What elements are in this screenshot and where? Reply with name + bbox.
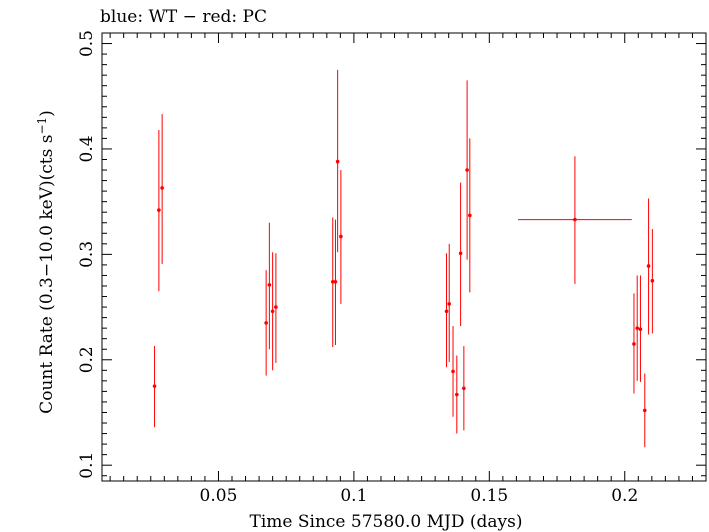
data-marker <box>152 384 157 388</box>
data-marker <box>468 213 472 218</box>
data-marker <box>157 208 161 212</box>
data-marker <box>632 342 636 346</box>
data-marker <box>274 305 278 309</box>
data-point <box>152 346 157 428</box>
data-marker <box>444 309 449 314</box>
y-tick-label: 0.5 <box>77 30 97 57</box>
y-tick-label: 0.3 <box>77 241 97 268</box>
data-point <box>462 346 466 431</box>
y-axis-label-close: ) <box>37 110 57 117</box>
data-marker <box>330 279 335 284</box>
data-marker <box>465 168 469 172</box>
data-marker <box>160 186 164 190</box>
data-marker <box>267 283 272 287</box>
y-tick-label: 0.4 <box>77 135 97 162</box>
data-marker <box>335 159 340 164</box>
data-point <box>157 129 161 292</box>
y-tick-label: 0.2 <box>77 346 97 373</box>
data-point <box>518 156 632 284</box>
data-marker <box>264 321 268 325</box>
data-point <box>650 229 655 334</box>
data-point <box>451 326 455 417</box>
plot-frame <box>101 32 707 482</box>
data-point <box>330 217 335 348</box>
data-marker <box>458 251 463 256</box>
data-point <box>632 293 636 394</box>
data-point <box>468 138 472 293</box>
axis-ticks: 0.05 0.1 0.15 0.2 0.1 0.2 0.3 0.4 0.5 <box>77 30 706 506</box>
data-point <box>638 275 643 382</box>
data-marker <box>642 408 647 413</box>
y-axis-label-main: Count Rate (0.3−10.0 keV)(cts s <box>37 135 57 414</box>
data-marker <box>447 302 452 306</box>
x-tick-label: 0.2 <box>611 486 638 506</box>
data-marker <box>339 234 343 239</box>
data-marker <box>462 386 466 391</box>
data-point <box>447 243 452 362</box>
data-marker <box>333 279 338 284</box>
data-marker <box>635 326 640 330</box>
data-point <box>455 355 459 434</box>
data-point <box>264 270 268 376</box>
data-point <box>270 252 275 371</box>
data-point <box>444 253 449 368</box>
data-point <box>274 253 278 363</box>
data-marker <box>270 309 275 314</box>
data-point <box>339 170 343 304</box>
data-points <box>152 69 655 448</box>
data-point <box>333 219 338 346</box>
data-point <box>160 114 164 264</box>
data-marker <box>650 278 655 283</box>
data-point <box>642 373 647 448</box>
x-axis-label: Time Since 57580.0 MJD (days) <box>250 512 523 532</box>
chart-title: blue: WT − red: PC <box>100 7 267 27</box>
data-point <box>267 222 272 350</box>
data-point <box>465 80 469 260</box>
data-marker <box>451 369 455 374</box>
data-point <box>458 182 463 327</box>
y-axis-label-superscript: −1 <box>35 117 49 135</box>
data-point <box>635 275 640 381</box>
x-tick-label: 0.15 <box>470 486 508 506</box>
data-marker <box>573 217 577 222</box>
data-point <box>335 69 340 253</box>
data-marker <box>646 264 651 268</box>
x-tick-label: 0.05 <box>200 486 238 506</box>
data-marker <box>455 392 459 397</box>
data-point <box>646 198 651 335</box>
data-marker <box>638 327 643 332</box>
y-tick-label: 0.1 <box>77 452 97 479</box>
x-tick-label: 0.1 <box>340 486 367 506</box>
y-axis-label: Count Rate (0.3−10.0 keV)(cts s−1) <box>35 110 57 414</box>
